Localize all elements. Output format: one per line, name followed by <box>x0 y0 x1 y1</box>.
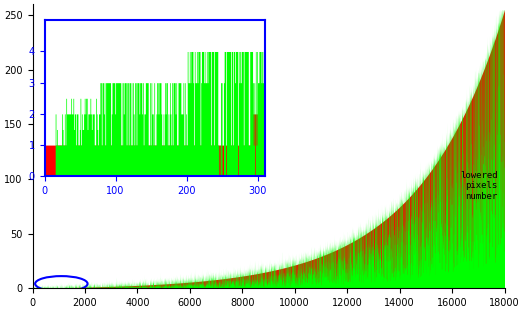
Text: lowered
pixels
number: lowered pixels number <box>460 171 497 201</box>
